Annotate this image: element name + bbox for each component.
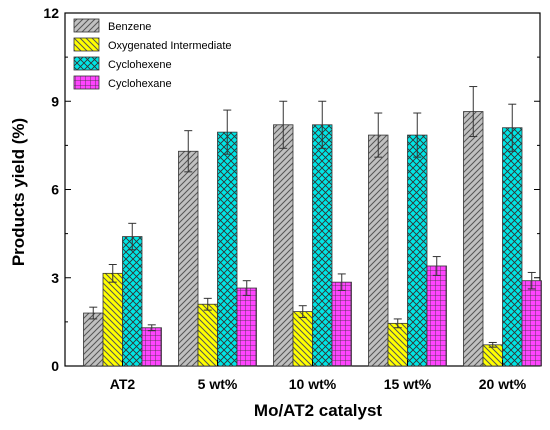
bar-1-4 [482, 344, 503, 367]
legend-swatch-3 [73, 75, 100, 90]
bar-2-4 [502, 127, 523, 367]
legend-label-3: Cyclohexane [108, 78, 172, 90]
x-tick-label: 10 wt% [289, 376, 337, 392]
bar-0-3 [368, 134, 389, 367]
x-tick-label: 20 wt% [479, 376, 527, 392]
x-tick-label: AT2 [110, 376, 136, 392]
bar-1-3 [387, 322, 408, 367]
bar-0-2 [273, 124, 294, 367]
bar-0-4 [463, 111, 484, 367]
bar-3-4 [521, 280, 542, 367]
bar-2-3 [407, 134, 428, 367]
x-tick-label: 15 wt% [384, 376, 432, 392]
bar-1-2 [292, 311, 313, 367]
y-tick-label: 0 [51, 358, 59, 374]
legend-label-1: Oxygenated Intermediate [108, 40, 232, 52]
bar-3-3 [426, 265, 447, 367]
legend-swatch-1 [73, 37, 100, 52]
legend-label-2: Cyclohexene [108, 59, 172, 71]
bar-2-1 [217, 131, 238, 367]
x-axis-title: Mo/AT2 catalyst [254, 401, 383, 420]
y-tick-label: 3 [51, 270, 59, 286]
bar-0-1 [178, 150, 199, 367]
bar-3-0 [141, 327, 162, 367]
bar-2-0 [122, 236, 143, 367]
bar-1-1 [197, 303, 218, 367]
legend-swatch-2 [73, 56, 100, 71]
x-tick-label: 5 wt% [198, 376, 238, 392]
legend-label-0: Benzene [108, 21, 151, 33]
bar-3-2 [331, 281, 352, 367]
bar-3-1 [236, 287, 257, 367]
y-tick-label: 6 [51, 182, 59, 198]
bar-0-0 [83, 312, 104, 367]
y-tick-label: 9 [51, 93, 59, 109]
bar-1-0 [102, 272, 123, 367]
bar-2-2 [312, 124, 333, 367]
y-tick-label: 12 [43, 5, 59, 21]
legend-swatch-0 [73, 18, 100, 33]
y-axis-title: Products yield (%) [9, 118, 28, 266]
